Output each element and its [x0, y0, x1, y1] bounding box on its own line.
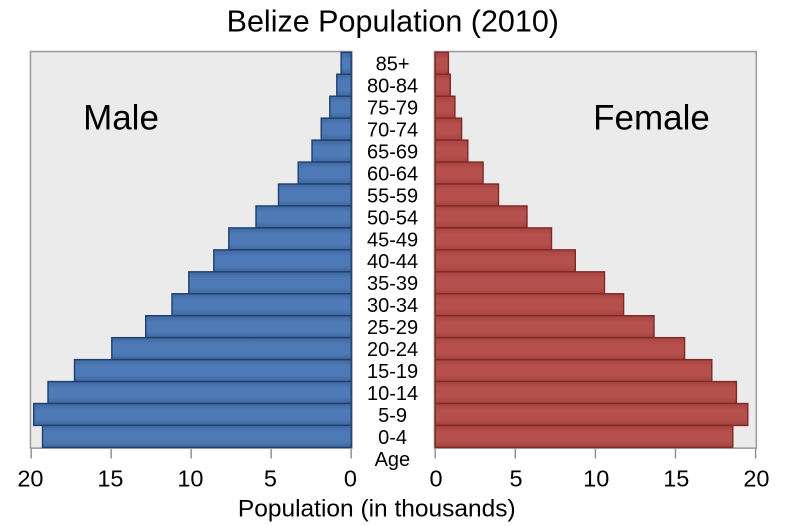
svg-text:20-24: 20-24 [367, 339, 418, 361]
svg-text:80-84: 80-84 [367, 76, 418, 98]
svg-text:70-74: 70-74 [367, 120, 418, 142]
svg-text:0-4: 0-4 [378, 427, 407, 449]
svg-text:10-14: 10-14 [367, 383, 418, 405]
svg-text:0: 0 [344, 466, 357, 492]
svg-text:35-39: 35-39 [367, 273, 418, 295]
svg-text:15: 15 [663, 466, 689, 492]
svg-text:15: 15 [97, 466, 123, 492]
svg-text:85+: 85+ [376, 54, 410, 76]
svg-text:20: 20 [17, 466, 43, 492]
svg-text:Female: Female [593, 99, 710, 138]
svg-text:Male: Male [83, 99, 159, 138]
svg-text:5: 5 [264, 466, 277, 492]
svg-text:20: 20 [743, 466, 769, 492]
svg-text:5-9: 5-9 [378, 405, 407, 427]
svg-text:0: 0 [429, 466, 442, 492]
svg-text:75-79: 75-79 [367, 98, 418, 120]
svg-text:40-44: 40-44 [367, 251, 418, 273]
svg-text:15-19: 15-19 [367, 361, 418, 383]
svg-text:60-64: 60-64 [367, 163, 418, 185]
svg-text:5: 5 [510, 466, 523, 492]
svg-text:Belize Population (2010): Belize Population (2010) [227, 5, 559, 39]
svg-text:Age: Age [375, 449, 411, 471]
svg-text:Population (in thousands): Population (in thousands) [238, 496, 516, 523]
svg-text:10: 10 [177, 466, 203, 492]
svg-text:25-29: 25-29 [367, 317, 418, 339]
svg-text:45-49: 45-49 [367, 229, 418, 251]
svg-text:50-54: 50-54 [367, 207, 418, 229]
svg-text:55-59: 55-59 [367, 185, 418, 207]
svg-text:65-69: 65-69 [367, 141, 418, 163]
svg-text:30-34: 30-34 [367, 295, 418, 317]
svg-text:10: 10 [583, 466, 609, 492]
